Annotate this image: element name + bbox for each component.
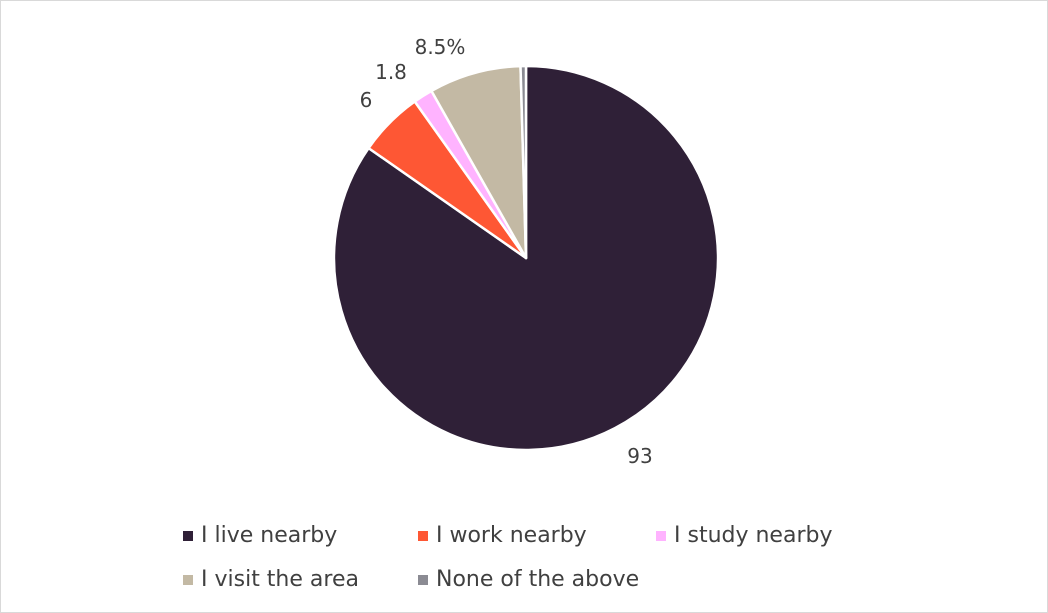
legend-swatch xyxy=(656,530,666,541)
legend-item-visit-area: I visit the area xyxy=(183,567,359,592)
pie-slice-visit-area xyxy=(430,64,528,260)
legend-label: I visit the area xyxy=(201,567,359,592)
legend-item-live-nearby: I live nearby xyxy=(183,523,337,548)
legend-item-work-nearby: I work nearby xyxy=(418,523,587,548)
legend-label: I study nearby xyxy=(674,523,833,548)
legend-item-none-above: None of the above xyxy=(418,567,639,592)
legend-label: None of the above xyxy=(436,567,640,592)
legend-label: I live nearby xyxy=(201,523,338,548)
legend-item-study-nearby: I study nearby xyxy=(656,523,832,548)
legend-swatch xyxy=(183,574,193,585)
legend-swatch xyxy=(418,530,428,541)
pie-slice-none-above xyxy=(519,64,528,260)
data-label-live-nearby: 93 xyxy=(627,444,652,468)
data-label-study-nearby: 1.8 xyxy=(375,60,407,84)
legend-swatch xyxy=(183,530,193,541)
legend-swatch xyxy=(418,574,428,585)
data-label-visit-area: 8.5% xyxy=(415,35,466,59)
pie-slice-live-nearby xyxy=(332,64,720,452)
data-label-work-nearby: 6 xyxy=(360,88,373,112)
legend-label: I work nearby xyxy=(436,523,587,548)
